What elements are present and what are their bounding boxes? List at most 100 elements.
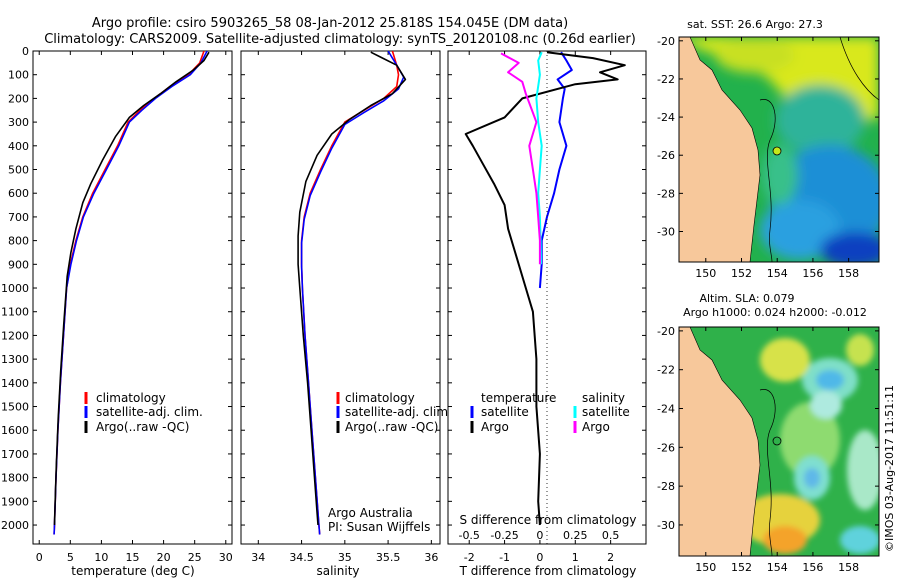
y-tick-label: 500 bbox=[8, 164, 29, 177]
lon-tick-label: 156 bbox=[802, 561, 823, 574]
x-tick-label: 1 bbox=[572, 551, 579, 564]
sla-ridge bbox=[780, 402, 840, 478]
salinity-series bbox=[297, 51, 407, 535]
x-tick-label: 0 bbox=[536, 551, 543, 564]
salinity-x-axis: 34 34.5 35 35.5 36 bbox=[251, 51, 438, 564]
sla-high-core bbox=[763, 526, 807, 554]
sla-high-patch bbox=[846, 334, 874, 366]
difference-series bbox=[464, 51, 626, 526]
sst-field bbox=[679, 37, 879, 262]
legend-label-t-argo: Argo bbox=[481, 420, 509, 434]
lat-tick-label: -30 bbox=[657, 225, 675, 238]
legend-label-argo: Argo(..raw -QC) bbox=[96, 420, 189, 434]
lat-tick-label: -24 bbox=[657, 403, 675, 416]
s-tick-label: -0.5 bbox=[458, 529, 479, 542]
sla-low-eddy bbox=[810, 391, 842, 419]
difference-legend: temperature satellite Argo salinity sate… bbox=[470, 391, 630, 434]
sla-map-title-line2: Argo h1000: 0.024 h2000: -0.012 bbox=[683, 306, 867, 319]
legend-label-t-satellite: satellite bbox=[481, 405, 529, 419]
y-tick-label: 800 bbox=[8, 235, 29, 248]
sst-mid-patch bbox=[762, 145, 798, 205]
series-line bbox=[535, 51, 543, 265]
y-tick-label: 600 bbox=[8, 187, 29, 200]
lon-tick-label: 154 bbox=[767, 561, 788, 574]
lat-tick-label: -22 bbox=[657, 73, 675, 86]
difference-x-axis: -2 -1 0 1 2 -0.5 -0.25 0 0.25 0.5 bbox=[458, 51, 619, 564]
temperature-legend: climatology satellite-adj. clim. Argo(..… bbox=[84, 391, 203, 434]
sst-warm-patch bbox=[715, 37, 795, 73]
sla-low-patch bbox=[847, 430, 879, 510]
y-tick-label: 1100 bbox=[1, 306, 29, 319]
legend-label-satellite: satellite-adj. clim. bbox=[345, 405, 452, 419]
x-tick-label: 0 bbox=[36, 551, 43, 564]
lat-tick-label: -28 bbox=[657, 480, 675, 493]
sst-coldest-patch bbox=[820, 232, 879, 262]
lat-tick-label: -20 bbox=[657, 325, 675, 338]
s-tick-label: 0 bbox=[536, 529, 543, 542]
sla-map-title-line1: Altim. SLA: 0.079 bbox=[699, 292, 794, 305]
lon-tick-label: 158 bbox=[838, 267, 859, 280]
annotation-pi: PI: Susan Wijffels bbox=[328, 520, 430, 534]
series-line bbox=[300, 51, 405, 535]
depth-axis: 0 100 200 300 400 500 600 700 800 900 1000 1100 1200… bbox=[1, 45, 232, 532]
x-tick-label: 34.5 bbox=[289, 551, 314, 564]
y-tick-label: 400 bbox=[8, 140, 29, 153]
bathymetry-contour bbox=[759, 389, 776, 556]
x-tick-label: 2 bbox=[607, 551, 614, 564]
imos-watermark: ©IMOS 03-Aug-2017 11:51:11 bbox=[883, 385, 896, 552]
temperature-x-axis: 0 5 10 15 20 25 30 bbox=[36, 51, 233, 564]
land-australia bbox=[679, 327, 761, 556]
temperature-series bbox=[53, 51, 210, 535]
salinity-panel: 34 34.5 35 35.5 36 salinity climatology sate… bbox=[240, 50, 452, 578]
s-tick-label: -0.25 bbox=[490, 529, 518, 542]
y-tick-label: 300 bbox=[8, 116, 29, 129]
lon-tick-label: 152 bbox=[731, 267, 752, 280]
y-tick-label: 700 bbox=[8, 211, 29, 224]
lon-tick-label: 150 bbox=[695, 561, 716, 574]
y-tick-label: 1900 bbox=[1, 495, 29, 508]
difference-panel: -2 -1 0 1 2 -0.5 -0.25 0 0.25 0.5 S difference fr… bbox=[447, 50, 647, 578]
difference-axes-frame bbox=[447, 50, 647, 545]
sla-map-frame bbox=[678, 326, 880, 557]
sla-low-core bbox=[804, 468, 820, 488]
x-tick-label: 20 bbox=[157, 551, 171, 564]
y-tick-label: 1200 bbox=[1, 329, 29, 342]
y-tick-label: 1500 bbox=[1, 401, 29, 414]
sla-map-panel: Altim. SLA: 0.079 Argo h1000: 0.024 h200… bbox=[657, 292, 880, 574]
difference-depth-ticks bbox=[448, 50, 646, 526]
land-australia bbox=[679, 37, 761, 262]
legend-label-climatology: climatology bbox=[345, 391, 415, 405]
salinity-depth-ticks bbox=[241, 50, 440, 526]
y-tick-label: 1800 bbox=[1, 472, 29, 485]
y-tick-label: 100 bbox=[8, 69, 29, 82]
y-tick-label: 0 bbox=[22, 45, 29, 58]
s-tick-label: 0.5 bbox=[602, 529, 620, 542]
lat-tick-label: -26 bbox=[657, 149, 675, 162]
s-tick-label: 0.25 bbox=[563, 529, 588, 542]
figure-title-line2: Climatology: CARS2009. Satellite-adjuste… bbox=[44, 32, 636, 47]
x-tick-label: 35 bbox=[338, 551, 352, 564]
y-tick-label: 2000 bbox=[1, 519, 29, 532]
y-tick-label: 900 bbox=[8, 258, 29, 271]
temperature-panel: 0100200300400500600700800900100011001200… bbox=[1, 45, 233, 578]
y-tick-label: 1600 bbox=[1, 424, 29, 437]
argo-float-marker bbox=[772, 436, 782, 446]
x-tick-label: -2 bbox=[464, 551, 475, 564]
lat-tick-label: -28 bbox=[657, 187, 675, 200]
x-tick-label: 30 bbox=[219, 551, 233, 564]
lat-tick-label: -26 bbox=[657, 441, 675, 454]
sst-map-axes: 150 152 154 156 158 -20 -22 -24 -26 -28 -30 bbox=[657, 35, 879, 280]
legend-label-argo: Argo(..raw -QC) bbox=[345, 420, 438, 434]
series-line bbox=[297, 51, 407, 526]
sla-map-axes: 150 152 154 156 158 -20 -22 -24 -26 -28 -30 bbox=[657, 325, 879, 574]
lon-tick-label: 158 bbox=[838, 561, 859, 574]
sst-cool-patch-north bbox=[775, 85, 865, 155]
sst-cool-patch bbox=[760, 200, 840, 260]
argo-float-marker bbox=[772, 146, 782, 156]
y-tick-label: 1300 bbox=[1, 353, 29, 366]
x-tick-label: 15 bbox=[126, 551, 140, 564]
x-tick-label: 5 bbox=[67, 551, 74, 564]
series-line bbox=[500, 52, 541, 265]
series-line bbox=[464, 51, 626, 526]
